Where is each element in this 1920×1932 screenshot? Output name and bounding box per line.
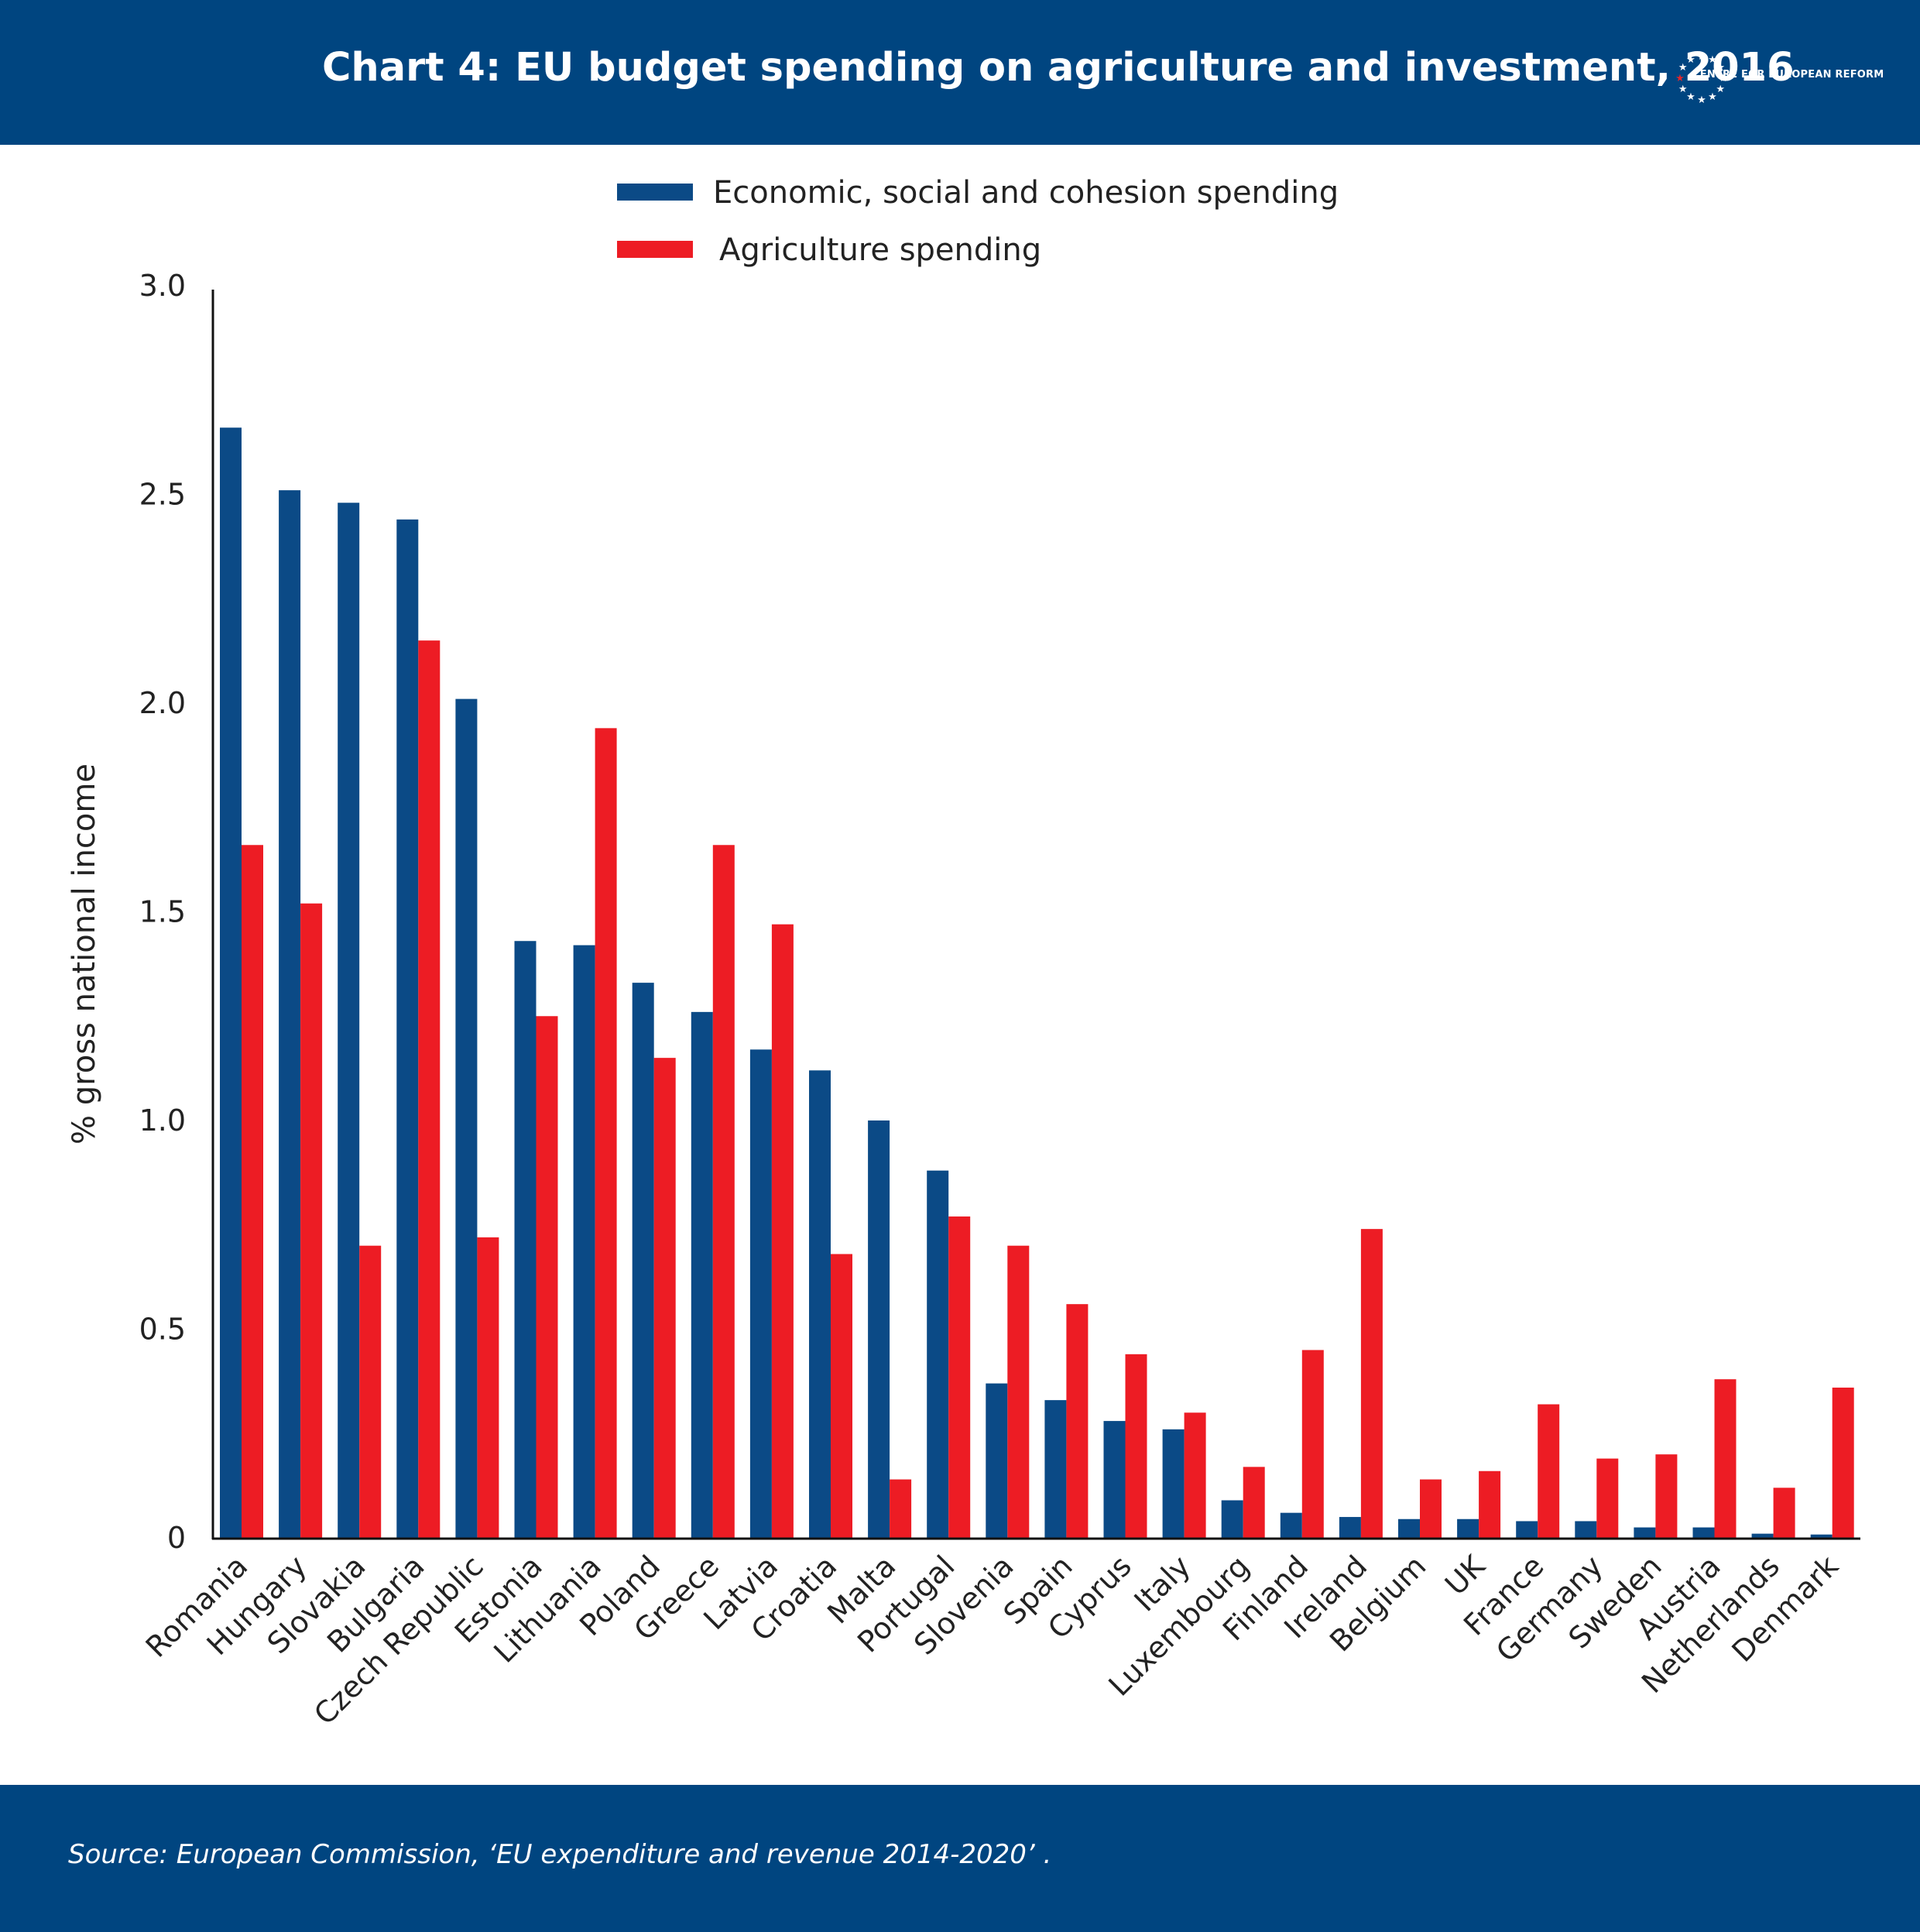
y-axis-title: % gross national income bbox=[67, 764, 102, 1144]
bar-agriculture-sweden bbox=[1655, 1454, 1678, 1538]
bar-economic-estonia bbox=[514, 941, 537, 1538]
bar-economic-latvia bbox=[749, 1049, 772, 1538]
logo-star-icon: ★ bbox=[1716, 84, 1725, 95]
logo-text: CENTRE FOR EUROPEAN REFORM bbox=[1692, 69, 1884, 81]
bar-agriculture-belgium bbox=[1420, 1479, 1442, 1538]
y-axis-ticks: 0 0.5 1.0 1.5 2.0 2.5 3.0 bbox=[139, 269, 186, 1555]
bar-agriculture-italy bbox=[1184, 1412, 1206, 1538]
y-tick-label: 1.5 bbox=[139, 895, 186, 929]
bar-economic-sweden bbox=[1634, 1527, 1656, 1538]
bar-economic-slovenia bbox=[986, 1383, 1008, 1538]
chart-header bbox=[0, 0, 1920, 145]
y-tick-label: 2.5 bbox=[139, 478, 186, 512]
bar-economic-austria bbox=[1692, 1527, 1715, 1538]
bar-agriculture-portugal bbox=[948, 1216, 971, 1538]
bar-economic-romania bbox=[220, 427, 242, 1538]
bar-agriculture-czech-republic bbox=[477, 1237, 499, 1538]
bar-economic-finland bbox=[1280, 1512, 1302, 1538]
bar-agriculture-poland bbox=[653, 1058, 676, 1538]
y-tick-label: 0 bbox=[167, 1521, 186, 1555]
logo-star-icon: ★ bbox=[1697, 94, 1706, 106]
bar-economic-portugal bbox=[927, 1170, 949, 1538]
bar-agriculture-luxembourg bbox=[1243, 1467, 1265, 1538]
legend: Economic, social and cohesion spending A… bbox=[617, 175, 1339, 268]
bar-economic-denmark bbox=[1810, 1534, 1833, 1538]
chart-title: Chart 4: EU budget spending on agricultu… bbox=[322, 45, 1795, 91]
bar-economic-lithuania bbox=[573, 945, 595, 1538]
logo-star-icon: ★ bbox=[1678, 84, 1688, 95]
bar-agriculture-austria bbox=[1714, 1379, 1737, 1538]
bar-agriculture-bulgaria bbox=[418, 640, 441, 1538]
logo-star-icon: ★ bbox=[1675, 73, 1685, 84]
bar-agriculture-lithuania bbox=[595, 728, 617, 1538]
bar-economic-uk bbox=[1457, 1518, 1479, 1538]
legend-label-agriculture: Agriculture spending bbox=[719, 232, 1041, 268]
bar-economic-slovakia bbox=[338, 503, 360, 1538]
chart-footer bbox=[0, 1785, 1920, 1932]
bar-agriculture-ireland bbox=[1360, 1229, 1383, 1538]
bar-chart: Economic, social and cohesion spending A… bbox=[67, 175, 1860, 1731]
y-tick-label: 2.0 bbox=[139, 686, 186, 720]
bar-agriculture-slovenia bbox=[1007, 1245, 1030, 1538]
bars bbox=[220, 427, 1854, 1538]
legend-swatch-economic bbox=[617, 184, 693, 201]
logo-star-icon: ★ bbox=[1686, 91, 1695, 103]
legend-swatch-agriculture bbox=[617, 241, 693, 258]
bar-agriculture-greece bbox=[712, 845, 735, 1538]
bar-economic-germany bbox=[1575, 1521, 1597, 1538]
bar-economic-croatia bbox=[809, 1070, 831, 1538]
bar-agriculture-romania bbox=[242, 845, 263, 1538]
bar-economic-belgium bbox=[1398, 1518, 1420, 1538]
bar-agriculture-netherlands bbox=[1773, 1488, 1795, 1538]
logo-star-icon: ★ bbox=[1686, 54, 1695, 66]
legend-label-economic: Economic, social and cohesion spending bbox=[713, 175, 1339, 211]
bar-agriculture-malta bbox=[890, 1479, 912, 1538]
bar-economic-ireland bbox=[1339, 1517, 1361, 1538]
bar-agriculture-hungary bbox=[300, 903, 323, 1538]
bar-agriculture-croatia bbox=[831, 1254, 852, 1538]
bar-economic-hungary bbox=[279, 490, 301, 1538]
bar-economic-greece bbox=[691, 1011, 713, 1538]
bar-agriculture-spain bbox=[1066, 1304, 1089, 1538]
bar-economic-italy bbox=[1162, 1429, 1185, 1538]
logo-star-icon: ★ bbox=[1697, 51, 1706, 63]
bar-economic-netherlands bbox=[1751, 1533, 1774, 1538]
bar-economic-france bbox=[1516, 1521, 1538, 1538]
bar-economic-luxembourg bbox=[1221, 1500, 1243, 1538]
bar-agriculture-estonia bbox=[536, 1016, 558, 1538]
bar-agriculture-finland bbox=[1301, 1350, 1324, 1538]
bar-economic-malta bbox=[868, 1120, 890, 1538]
y-tick-label: 0.5 bbox=[139, 1313, 186, 1347]
y-tick-label: 3.0 bbox=[139, 269, 186, 303]
bar-economic-czech-republic bbox=[455, 698, 478, 1538]
bar-economic-cyprus bbox=[1103, 1421, 1126, 1538]
bar-agriculture-germany bbox=[1596, 1458, 1619, 1538]
bar-agriculture-slovakia bbox=[359, 1245, 382, 1538]
bar-agriculture-denmark bbox=[1832, 1387, 1854, 1538]
bar-agriculture-cyprus bbox=[1125, 1354, 1147, 1538]
bar-economic-poland bbox=[632, 983, 654, 1538]
logo-star-icon: ★ bbox=[1708, 54, 1717, 66]
bar-agriculture-latvia bbox=[771, 924, 794, 1538]
logo-star-icon: ★ bbox=[1719, 73, 1728, 84]
bar-economic-spain bbox=[1044, 1400, 1067, 1538]
logo-star-icon: ★ bbox=[1678, 62, 1688, 74]
bar-agriculture-uk bbox=[1479, 1470, 1501, 1538]
source-note: Source: European Commission, ‘EU expendi… bbox=[68, 1839, 1052, 1870]
y-tick-label: 1.0 bbox=[139, 1103, 186, 1138]
bar-economic-bulgaria bbox=[396, 519, 419, 1538]
cer-stars-logo-icon: ★ ★★★★★★★★★★★ bbox=[1675, 51, 1728, 106]
bar-agriculture-france bbox=[1538, 1404, 1560, 1538]
logo-star-icon: ★ bbox=[1708, 91, 1717, 103]
logo-star-icon: ★ bbox=[1716, 62, 1725, 74]
